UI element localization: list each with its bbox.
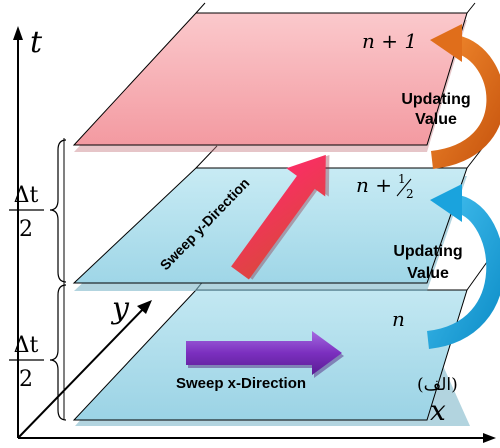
fraction-top-numerator: Δt — [14, 183, 39, 208]
update-lower-arrow — [426, 184, 500, 349]
update-lower-line2: Value — [407, 265, 449, 282]
level-label-half-numerator: 1 — [398, 172, 406, 186]
t-axis-label: t — [30, 25, 43, 60]
y-axis-arrowhead — [137, 300, 152, 314]
interval-brace-bottom — [49, 284, 67, 421]
sweep-x-label: Sweep x-Direction — [176, 375, 306, 392]
fraction-top: Δt 2 — [9, 183, 44, 242]
level-label-half-denominator: 2 — [406, 187, 414, 201]
fraction-bottom: Δt 2 — [9, 333, 44, 392]
y-axis — [17, 305, 147, 439]
level-label-n: n — [392, 307, 405, 331]
level-label-n-plus-half-prefix: n + — [356, 173, 392, 197]
t-axis-arrowhead — [13, 26, 23, 40]
sweep-x-arrow — [186, 331, 344, 378]
update-upper-arrow — [430, 24, 500, 169]
y-axis-label: y — [110, 291, 130, 326]
update-upper-line2: Value — [415, 111, 457, 128]
axes — [13, 26, 496, 443]
x-axis-label: x — [430, 394, 446, 427]
level-label-n-plus-1: n + 1 — [362, 29, 417, 53]
level-label-n-plus-half: n + 1 2 — [356, 172, 414, 201]
x-axis-arrowhead — [483, 433, 496, 443]
fraction-top-denominator: 2 — [19, 217, 33, 242]
update-upper-line1: Updating — [401, 91, 470, 108]
fraction-bottom-numerator: Δt — [14, 333, 39, 358]
interval-brace-top — [49, 139, 67, 283]
fraction-bottom-denominator: 2 — [19, 367, 33, 392]
sweep-y-arrow — [231, 154, 330, 280]
figure-tag: (الف) — [417, 375, 458, 395]
update-lower-line1: Updating — [393, 243, 462, 260]
plane-n-plus-1 — [72, 2, 476, 152]
